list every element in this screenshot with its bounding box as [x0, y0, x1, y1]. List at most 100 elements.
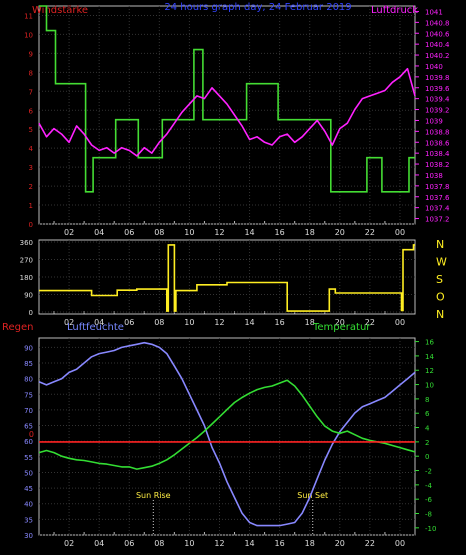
- p1-x-tick-label: 10: [184, 228, 194, 237]
- panel2-direction-label: W: [436, 256, 447, 269]
- p1-left-tick-label: 4: [29, 145, 34, 153]
- p2-left-tick-label: 360: [20, 239, 33, 247]
- p3-left-tick-label: 45: [24, 485, 33, 493]
- rain-marker-label: 0: [29, 430, 34, 439]
- p1-right-tick-label: 1037.8: [425, 183, 450, 191]
- panel3-left-label: Regen: [2, 322, 34, 333]
- p3-right-tick-label: 8: [425, 396, 429, 404]
- p3-right-tick-label: -4: [425, 482, 433, 490]
- p3-left-tick-label: 90: [24, 344, 33, 352]
- p3-left-tick-label: 65: [24, 423, 33, 431]
- p1-right-tick-label: 1040.2: [425, 52, 450, 60]
- panel3-plot-area: [38, 337, 416, 536]
- panel3-right-label: Temperatur: [312, 322, 371, 333]
- p1-right-tick-label: 1039.6: [425, 85, 450, 93]
- panel2-x-axis-ticks: 02 04 06 08 10 12 14 16 18 20 22 00: [64, 318, 405, 327]
- p2-x-tick-label: 18: [305, 318, 315, 327]
- p3-x-tick-label: 22: [365, 539, 375, 548]
- p3-right-tick-label: 6: [425, 410, 430, 418]
- p3-right-tick-label: 16: [425, 339, 434, 347]
- p2-x-tick-label: 08: [154, 318, 164, 327]
- panel1-series-line-1: [38, 67, 416, 157]
- p2-x-tick-label: 06: [124, 318, 134, 327]
- p2-x-tick-label: 04: [94, 318, 104, 327]
- p1-x-tick-label: 22: [365, 228, 375, 237]
- panel3-x-axis-ticks: 02 04 06 08 10 12 14 16 18 20 22 00: [64, 539, 405, 548]
- p3-x-tick-label: 08: [154, 539, 164, 548]
- p3-right-tick-label: 4: [425, 425, 430, 433]
- p2-x-tick-label: 16: [275, 318, 285, 327]
- p1-x-tick-label: 06: [124, 228, 134, 237]
- p3-x-tick-label: 04: [94, 539, 104, 548]
- p1-x-tick-label: 14: [244, 228, 254, 237]
- p2-left-tick-label: 270: [20, 256, 33, 264]
- p1-right-tick-label: 1038.4: [425, 150, 450, 158]
- p1-x-tick-label: 04: [94, 228, 104, 237]
- p2-left-tick-label: 90: [24, 292, 33, 300]
- p2-left-tick-label: 0: [29, 309, 33, 317]
- p2-x-tick-label: 10: [184, 318, 194, 327]
- p3-left-tick-label: 30: [24, 532, 33, 540]
- p1-right-tick-label: 1038: [425, 172, 443, 180]
- p1-right-tick-label: 1040.4: [425, 41, 450, 49]
- p3-right-tick-label: 14: [425, 353, 434, 361]
- p1-right-tick-label: 1037.2: [425, 216, 450, 224]
- panel2-series-line-0: [39, 244, 415, 312]
- panel2-direction-label: S: [436, 273, 443, 286]
- p1-right-tick-label: 1038.8: [425, 128, 450, 136]
- p3-x-tick-label: 18: [305, 539, 315, 548]
- panel2-direction-label: N: [436, 308, 444, 321]
- p3-left-tick-label: 80: [24, 376, 33, 384]
- p2-x-tick-label: 22: [365, 318, 375, 327]
- p1-x-tick-label: 08: [154, 228, 164, 237]
- panel1-left-axis-ticks: 0 1 2 3 4 5 6 7 8 9 10 11: [24, 12, 33, 229]
- panel2-direction-label: N: [436, 238, 444, 251]
- p3-right-tick-label: 2: [425, 439, 429, 447]
- panel1-title: 24 hours graph day, 24 Februar 2019: [164, 2, 351, 13]
- panel2-grid: [39, 240, 415, 314]
- p3-left-tick-label: 60: [24, 438, 33, 446]
- p1-right-tick-label: 1040.8: [425, 19, 450, 27]
- p3-left-tick-label: 70: [24, 407, 33, 415]
- p1-left-tick-label: 6: [29, 107, 34, 115]
- panel3-annotations: Sun Rise Sun Set: [136, 491, 328, 535]
- p1-right-tick-label: 1040.6: [425, 30, 450, 38]
- p2-x-tick-label: 20: [335, 318, 345, 327]
- p3-left-tick-label: 40: [24, 501, 33, 509]
- p1-x-tick-label: 12: [214, 228, 224, 237]
- p3-x-tick-label: 02: [64, 539, 74, 548]
- p3-x-tick-label: 12: [214, 539, 224, 548]
- p1-right-tick-label: 1040: [425, 63, 443, 71]
- p3-left-tick-label: 50: [24, 469, 33, 477]
- p3-right-tick-label: 12: [425, 367, 434, 375]
- p3-right-tick-label: -10: [425, 525, 436, 533]
- p1-right-tick-label: 1037.4: [425, 205, 450, 213]
- panel1-series: [38, 5, 416, 193]
- p3-left-tick-label: 75: [24, 391, 33, 399]
- p2-x-tick-label: 12: [214, 318, 224, 327]
- p3-right-tick-label: -6: [425, 496, 433, 504]
- p1-right-tick-label: 1041: [425, 8, 443, 16]
- p1-right-tick-label: 1038.6: [425, 139, 450, 147]
- panel1-x-axis-ticks: 02 04 06 08 10 12 14 16 18 20 22 00: [64, 228, 405, 237]
- p1-left-tick-label: 11: [24, 12, 33, 20]
- p1-left-tick-label: 10: [24, 31, 33, 39]
- panel3-left-axis-ticks: 30 35 40 45 50 55 60 65 70 75 80 85 90: [24, 344, 33, 540]
- p1-x-tick-label: 02: [64, 228, 74, 237]
- p1-right-tick-label: 1039.8: [425, 74, 450, 82]
- panel2-series: [39, 244, 415, 312]
- panel3-grid: [39, 338, 415, 536]
- p3-x-tick-label: 10: [184, 539, 194, 548]
- panel1-grid: [39, 6, 415, 225]
- p1-right-tick-label: 1038.2: [425, 161, 450, 169]
- p3-left-tick-label: 35: [24, 516, 33, 524]
- p3-x-tick-label: 00: [395, 539, 405, 548]
- p3-right-tick-label: 0: [425, 453, 429, 461]
- p1-x-tick-label: 18: [305, 228, 315, 237]
- p1-left-tick-label: 0: [29, 221, 33, 229]
- p3-x-tick-label: 14: [244, 539, 254, 548]
- panel3-series: [38, 341, 416, 527]
- p1-left-tick-label: 9: [29, 50, 33, 58]
- p1-left-tick-label: 5: [29, 126, 33, 134]
